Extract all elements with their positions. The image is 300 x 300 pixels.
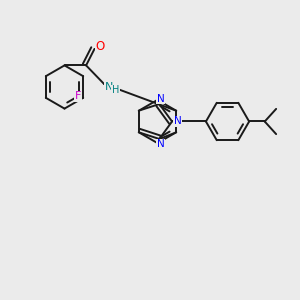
Text: N: N bbox=[104, 82, 113, 92]
Text: H: H bbox=[112, 85, 119, 95]
Text: N: N bbox=[174, 116, 181, 127]
Text: F: F bbox=[75, 91, 81, 101]
Text: N: N bbox=[157, 139, 165, 149]
Text: O: O bbox=[95, 40, 104, 53]
Text: N: N bbox=[157, 94, 165, 104]
